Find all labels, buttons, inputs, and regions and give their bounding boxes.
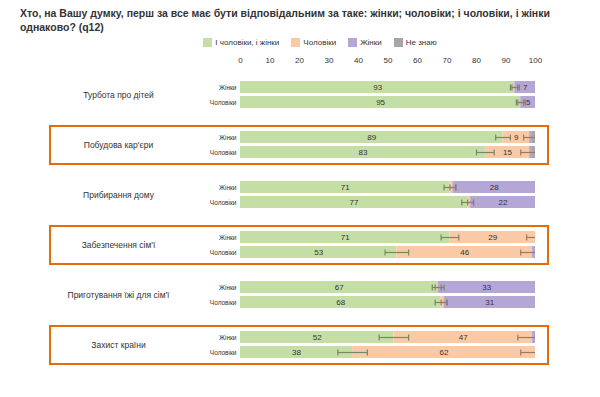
html-text:І чоловіки, і жінки: І чоловіки, і жінки — [215, 38, 280, 47]
svg-text:46: 46 — [460, 248, 469, 257]
html-text:Чоловіки: Чоловіки — [303, 38, 337, 47]
html-text:Жінки: Жінки — [360, 38, 382, 47]
svg-text:62: 62 — [440, 348, 449, 357]
svg-text:Турбота про дітей: Турбота про дітей — [83, 90, 154, 100]
svg-text:Жінки: Жінки — [219, 184, 237, 191]
svg-text:77: 77 — [350, 198, 359, 207]
svg-text:9: 9 — [514, 133, 519, 142]
svg-text:Забезпечення сім'ї: Забезпечення сім'ї — [82, 240, 156, 250]
svg-text:47: 47 — [459, 333, 468, 342]
svg-text:0: 0 — [238, 56, 243, 65]
svg-text:83: 83 — [358, 148, 367, 157]
svg-text:Чоловіки: Чоловіки — [210, 299, 237, 306]
svg-text:Жінки: Жінки — [219, 334, 237, 341]
svg-text:38: 38 — [292, 348, 301, 357]
svg-text:60: 60 — [413, 56, 422, 65]
svg-text:71: 71 — [341, 233, 350, 242]
svg-text:80: 80 — [472, 56, 481, 65]
svg-text:68: 68 — [336, 298, 345, 307]
svg-text:Приготування їжі для сім'ї: Приготування їжі для сім'ї — [68, 290, 171, 300]
svg-text:95: 95 — [376, 98, 385, 107]
svg-text:40: 40 — [354, 56, 363, 65]
svg-text:Чоловіки: Чоловіки — [210, 199, 237, 206]
svg-text:15: 15 — [503, 148, 512, 157]
html-text:Хто, на Вашу думку, перш за вс: Хто, на Вашу думку, перш за все має бути… — [20, 7, 550, 33]
svg-text:71: 71 — [341, 183, 350, 192]
svg-text:22: 22 — [499, 198, 508, 207]
svg-text:Жінки: Жінки — [219, 134, 237, 141]
svg-text:33: 33 — [482, 283, 491, 292]
svg-text:53: 53 — [314, 248, 323, 257]
svg-text:89: 89 — [367, 133, 376, 142]
svg-text:Прибирання дому: Прибирання дому — [83, 190, 155, 200]
html-text:Не знаю: Не знаю — [405, 38, 437, 47]
svg-text:31: 31 — [485, 298, 494, 307]
svg-text:Жінки: Жінки — [219, 284, 237, 291]
svg-text:10: 10 — [266, 56, 275, 65]
svg-text:52: 52 — [313, 333, 322, 342]
svg-text:100: 100 — [529, 56, 543, 65]
svg-text:Чоловіки: Чоловіки — [210, 249, 237, 256]
svg-text:Чоловіки: Чоловіки — [210, 99, 237, 106]
svg-text:29: 29 — [488, 233, 497, 242]
svg-text:Жінки: Жінки — [219, 234, 237, 241]
svg-text:90: 90 — [502, 56, 511, 65]
svg-text:Захист країни: Захист країни — [91, 340, 146, 350]
svg-text:93: 93 — [373, 83, 382, 92]
svg-text:Чоловіки: Чоловіки — [210, 349, 237, 356]
svg-text:70: 70 — [443, 56, 452, 65]
svg-text:28: 28 — [490, 183, 499, 192]
svg-text:5: 5 — [526, 98, 531, 107]
svg-text:50: 50 — [384, 56, 393, 65]
svg-text:Побудова кар'єри: Побудова кар'єри — [84, 140, 154, 150]
svg-text:67: 67 — [335, 283, 344, 292]
svg-text:7: 7 — [523, 83, 528, 92]
svg-text:Чоловіки: Чоловіки — [210, 149, 237, 156]
svg-text:30: 30 — [325, 56, 334, 65]
svg-text:Жінки: Жінки — [219, 84, 237, 91]
svg-text:20: 20 — [295, 56, 304, 65]
